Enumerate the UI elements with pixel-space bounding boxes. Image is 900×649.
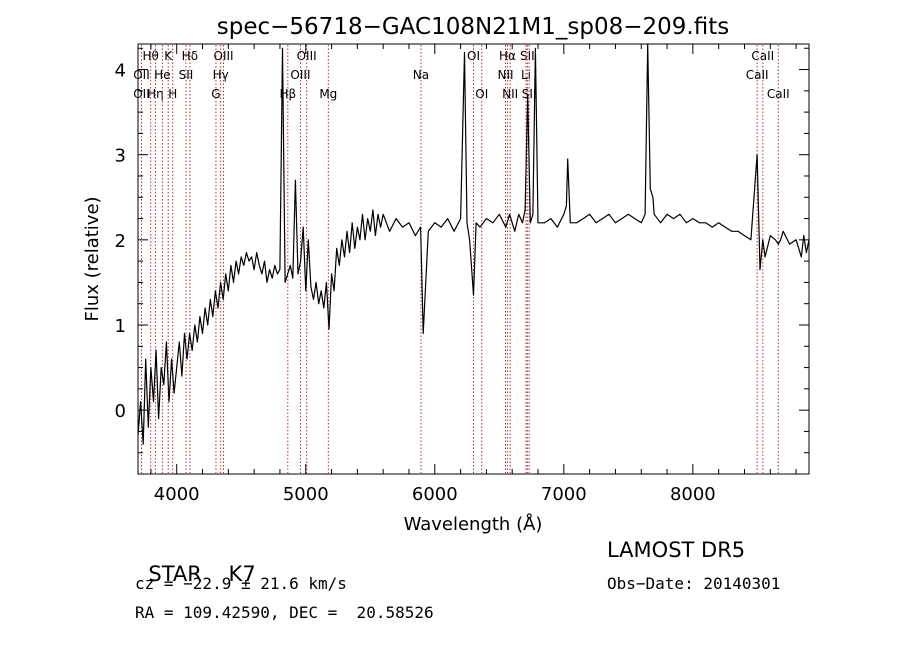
line-label-7: Hδ <box>182 49 198 63</box>
plot-frame <box>137 43 810 475</box>
class-label: STAR <box>148 562 202 586</box>
y-tick-label-4: 4 <box>115 61 126 82</box>
line-label-9: OIII <box>214 49 234 63</box>
line-label-19: Hα <box>499 49 516 63</box>
x-tick-label-4: 8000 <box>670 484 716 505</box>
obs-date-text: Obs−Date: 20140301 <box>607 574 781 593</box>
line-label-26: CaII <box>746 68 769 82</box>
coordinates-text: RA = 109.42590, DEC = 20.58526 <box>135 603 434 622</box>
object-class: STAR K7 <box>135 538 256 586</box>
line-label-6: H <box>168 87 177 101</box>
line-label-24: SII <box>522 87 537 101</box>
series-line-0 <box>137 43 810 445</box>
line-label-21: NII <box>502 87 518 101</box>
line-label-11: G <box>211 87 220 101</box>
line-label-0: Hθ <box>142 49 158 63</box>
x-tick-label-3: 7000 <box>541 484 587 505</box>
line-label-5: He <box>154 68 170 82</box>
line-label-17: OI <box>467 49 480 63</box>
line-label-14: OIII <box>290 68 310 82</box>
line-label-16: Na <box>413 68 429 82</box>
x-tick-label-0: 4000 <box>154 484 200 505</box>
subclass-label: K7 <box>228 562 256 586</box>
x-axis-label: Wavelength (Å) <box>404 513 543 535</box>
line-label-1: OII <box>133 68 150 82</box>
x-tick-label-1: 5000 <box>283 484 329 505</box>
line-label-20: NII <box>497 68 513 82</box>
line-label-4: K <box>164 49 173 63</box>
y-axis-label: Flux (relative) <box>82 196 103 321</box>
line-label-22: SII <box>520 49 535 63</box>
survey-label: LAMOST DR5 <box>607 538 746 562</box>
line-label-15: Mg <box>319 87 337 101</box>
line-label-10: Hγ <box>213 68 229 82</box>
line-label-13: OIII <box>297 49 317 63</box>
line-label-2: OII <box>133 87 150 101</box>
x-tick-label-2: 6000 <box>412 484 458 505</box>
y-tick-label-0: 0 <box>115 401 126 422</box>
line-label-25: CaII <box>751 49 774 63</box>
line-label-3: Hη <box>147 87 164 101</box>
line-label-23: Li <box>521 68 531 82</box>
y-tick-label-3: 3 <box>115 146 126 167</box>
line-label-27: CaII <box>767 87 790 101</box>
chart-title: spec−56718−GAC108N21M1_sp08−209.fits <box>217 14 729 40</box>
line-label-8: SII <box>179 68 194 82</box>
y-tick-label-2: 2 <box>115 231 126 252</box>
redshift-text: cz = −22.9 ± 21.6 km/s <box>135 574 347 593</box>
y-tick-label-1: 1 <box>115 316 126 337</box>
line-label-18: OI <box>475 87 488 101</box>
